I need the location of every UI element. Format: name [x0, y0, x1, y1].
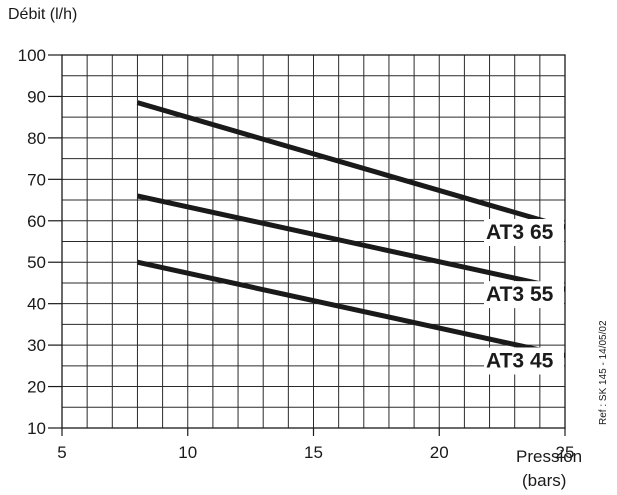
y-tick-label: 20 — [27, 378, 46, 397]
x-axis-label-line1: Pression — [516, 447, 583, 466]
series-label: AT3 45 — [486, 349, 554, 372]
y-axis-label: Débit (l/h) — [8, 6, 78, 23]
y-tick-label: 10 — [27, 419, 46, 438]
series-label-bg — [484, 281, 564, 309]
x-tick-label: 25 — [556, 443, 575, 462]
x-tick-label: 5 — [57, 443, 66, 462]
y-tick-label: 30 — [27, 336, 46, 355]
reference-note: Ref : SK 145 - 14/05/02 — [598, 320, 609, 425]
x-tick-label: 10 — [178, 443, 197, 462]
x-axis-label-line2: (bars) — [522, 471, 567, 490]
series-label: AT3 55 — [486, 283, 554, 306]
x-tick-label: 20 — [430, 443, 449, 462]
y-tick-label: 90 — [27, 87, 46, 106]
y-tick-label: 40 — [27, 295, 46, 314]
series-line — [136, 259, 566, 358]
y-tick-label: 80 — [27, 129, 46, 148]
series-line — [136, 100, 566, 230]
series-label-bg — [484, 347, 564, 375]
series-label: AT3 65 — [486, 221, 554, 244]
x-axis-label: Pression (bars) — [516, 445, 582, 493]
y-tick-label: 100 — [18, 46, 46, 65]
series-label-bg — [484, 218, 564, 246]
y-tick-label: 60 — [27, 212, 46, 231]
y-tick-label: 50 — [27, 253, 46, 272]
x-tick-label: 15 — [304, 443, 323, 462]
y-tick-label: 70 — [27, 170, 46, 189]
series-line — [136, 193, 566, 292]
